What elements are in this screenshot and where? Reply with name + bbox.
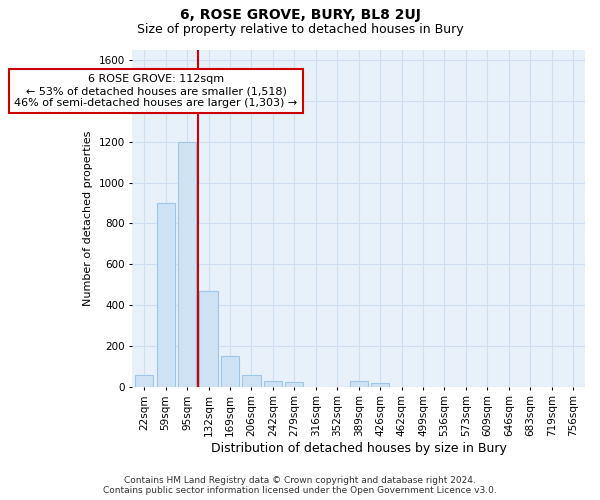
X-axis label: Distribution of detached houses by size in Bury: Distribution of detached houses by size … xyxy=(211,442,506,455)
Bar xyxy=(135,376,153,386)
Bar xyxy=(178,142,196,386)
Bar xyxy=(199,291,218,386)
Bar xyxy=(157,203,175,386)
Text: Contains HM Land Registry data © Crown copyright and database right 2024.
Contai: Contains HM Land Registry data © Crown c… xyxy=(103,476,497,495)
Bar xyxy=(242,376,260,386)
Bar xyxy=(371,382,389,386)
Text: 6, ROSE GROVE, BURY, BL8 2UJ: 6, ROSE GROVE, BURY, BL8 2UJ xyxy=(179,8,421,22)
Y-axis label: Number of detached properties: Number of detached properties xyxy=(83,130,93,306)
Bar xyxy=(350,380,368,386)
Bar xyxy=(264,380,282,386)
Bar xyxy=(285,382,304,386)
Bar xyxy=(221,356,239,386)
Text: 6 ROSE GROVE: 112sqm
← 53% of detached houses are smaller (1,518)
46% of semi-de: 6 ROSE GROVE: 112sqm ← 53% of detached h… xyxy=(14,74,298,108)
Text: Size of property relative to detached houses in Bury: Size of property relative to detached ho… xyxy=(137,22,463,36)
